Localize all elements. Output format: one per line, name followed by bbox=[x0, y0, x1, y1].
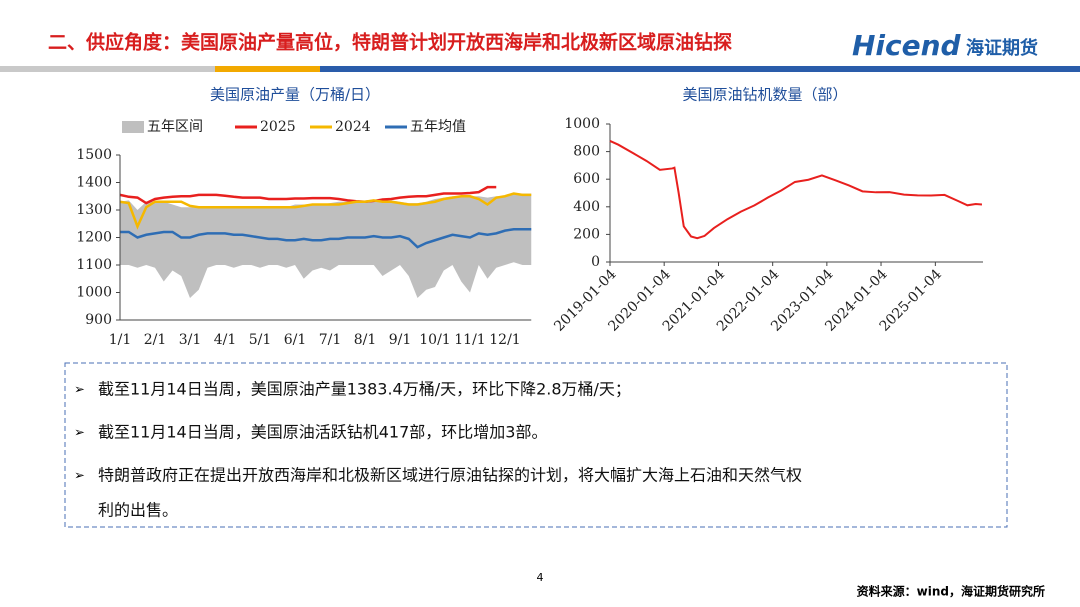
line bbox=[609, 140, 983, 240]
y-tick-label: 1100 bbox=[76, 257, 112, 273]
x-tick-label: 12/1 bbox=[489, 332, 520, 348]
bullet-marker: ➢ bbox=[74, 383, 85, 398]
header-bar bbox=[215, 66, 320, 72]
bullet-text: 截至11月14日当周，美国原油产量1383.4万桶/天，环比下降2.8万桶/天； bbox=[98, 380, 631, 399]
legend-label: 2025 bbox=[260, 119, 296, 135]
line bbox=[119, 185, 497, 205]
y-tick-label: 900 bbox=[85, 312, 112, 328]
legend-label: 五年均值 bbox=[410, 119, 466, 135]
x-tick-label: 9/1 bbox=[389, 332, 412, 348]
x-tick-label: 11/1 bbox=[454, 332, 485, 348]
legend-swatch bbox=[122, 121, 144, 133]
x-tick-label: 1/1 bbox=[109, 332, 132, 348]
legend-label: 2024 bbox=[335, 119, 371, 135]
x-tick-label: 3/1 bbox=[179, 332, 202, 348]
y-tick-label: 1500 bbox=[76, 147, 112, 163]
x-tick-label: 7/1 bbox=[319, 332, 342, 348]
bullet-text: 截至11月14日当周，美国原油活跃钻机417部，环比增加3部。 bbox=[98, 423, 547, 442]
bullet-text: 特朗普政府正在提出开放西海岸和北极新区域进行原油钻探的计划，将大幅扩大海上石油和… bbox=[98, 466, 802, 485]
header-bar bbox=[320, 66, 1080, 72]
y-tick-label: 800 bbox=[573, 144, 600, 160]
header-bar bbox=[0, 66, 215, 72]
x-tick-label: 4/1 bbox=[214, 332, 237, 348]
x-tick-label: 2/1 bbox=[144, 332, 167, 348]
slide-title: 二、供应角度：美国原油产量高位，特朗普计划开放西海岸和北极新区域原油钻探 bbox=[48, 31, 732, 54]
note-box bbox=[64, 362, 1008, 528]
x-tick-label: 8/1 bbox=[354, 332, 377, 348]
line bbox=[120, 228, 532, 249]
line bbox=[119, 192, 532, 230]
bullet-marker: ➢ bbox=[74, 426, 85, 441]
x-tick-label: 5/1 bbox=[249, 332, 272, 348]
y-tick-label: 1400 bbox=[76, 175, 112, 191]
y-tick-label: 1300 bbox=[76, 202, 112, 218]
x-tick-label: 10/1 bbox=[419, 332, 450, 348]
chart-title: 美国原油钻机数量（部） bbox=[682, 86, 847, 104]
page-number: 4 bbox=[537, 571, 544, 584]
y-tick-label: 600 bbox=[573, 171, 600, 187]
source: 资料来源：wind，海证期货研究所 bbox=[857, 584, 1045, 599]
y-tick-label: 1000 bbox=[76, 285, 112, 301]
chart-title: 美国原油产量（万桶/日） bbox=[210, 86, 380, 104]
legend-label: 五年区间 bbox=[147, 119, 203, 135]
x-tick-label: 6/1 bbox=[284, 332, 307, 348]
y-tick-label: 0 bbox=[591, 254, 600, 270]
logo-cn: 海证期货 bbox=[966, 37, 1038, 59]
bullet-text: 利的出售。 bbox=[98, 501, 178, 520]
logo: Hicend bbox=[852, 29, 962, 62]
y-tick-label: 1200 bbox=[76, 230, 112, 246]
y-tick-label: 200 bbox=[573, 226, 600, 242]
range-area bbox=[120, 193, 532, 298]
y-tick-label: 400 bbox=[573, 199, 600, 215]
y-tick-label: 1000 bbox=[564, 116, 600, 132]
bullet-marker: ➢ bbox=[74, 469, 85, 484]
